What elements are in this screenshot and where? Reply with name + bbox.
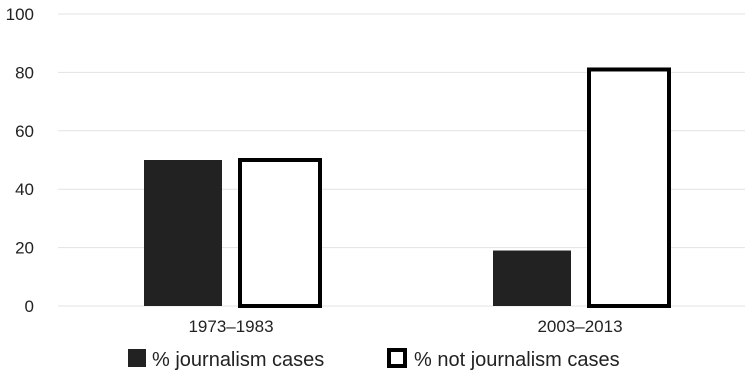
y-axis-ticks: 0 20 40 60 80 100	[6, 5, 34, 316]
y-tick-label: 60	[15, 122, 34, 141]
x-category-label: 2003–2013	[537, 317, 622, 336]
bar-not-journalism-cases	[587, 67, 671, 309]
bar-not-journalism-cases	[238, 158, 322, 308]
bar-journalism-cases	[144, 160, 222, 306]
y-tick-label: 0	[25, 297, 34, 316]
legend-label-journalism-cases: % journalism cases	[152, 349, 324, 371]
y-tick-label: 80	[15, 63, 34, 82]
legend-swatch-journalism-cases	[128, 349, 146, 367]
bars	[144, 67, 671, 309]
legend: % journalism cases % not journalism cases	[128, 348, 620, 371]
legend-swatch-not-journalism-cases	[387, 348, 407, 368]
legend-label-not-journalism-cases: % not journalism cases	[414, 349, 620, 371]
y-tick-label: 40	[15, 180, 34, 199]
x-axis-labels: 1973–1983 2003–2013	[188, 317, 622, 336]
x-category-label: 1973–1983	[188, 317, 273, 336]
y-tick-label: 100	[6, 5, 34, 24]
y-tick-label: 20	[15, 239, 34, 258]
bar-journalism-cases	[493, 250, 571, 306]
